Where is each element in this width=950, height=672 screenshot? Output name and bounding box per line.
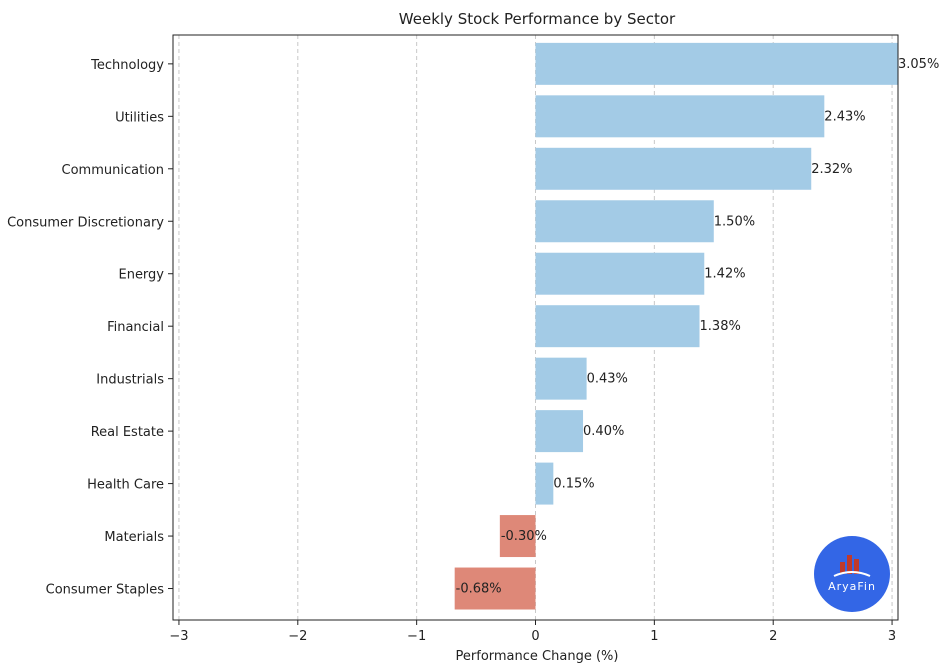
y-tick-label: Health Care — [87, 478, 164, 493]
data-label: -0.68% — [456, 582, 502, 597]
data-label: 1.42% — [704, 267, 745, 282]
y-tick-label: Consumer Staples — [46, 583, 165, 598]
x-axis-title: Performance Change (%) — [456, 649, 619, 664]
x-tick-label: 3 — [888, 629, 896, 644]
bars: 3.05% 2.43% 2.32% 1.50% 1.42% 1.38% 0.43% 0.40%… — [454, 42, 939, 610]
logo-text: AryaFin — [828, 580, 876, 593]
x-tick-label: −3 — [169, 629, 188, 644]
x-tick-label: 1 — [650, 629, 658, 644]
y-tick-label: Consumer Discretionary — [7, 215, 164, 230]
chart-title: Weekly Stock Performance by Sector — [399, 10, 676, 28]
logo-swoosh — [833, 571, 871, 577]
data-label: 2.43% — [824, 109, 865, 124]
bar — [535, 147, 812, 190]
bar — [499, 515, 536, 558]
y-tick-label: Industrials — [96, 373, 164, 388]
logo-bar — [854, 559, 859, 574]
x-tick-label: −2 — [288, 629, 307, 644]
data-label: 0.15% — [553, 477, 594, 492]
y-tick-label: Materials — [104, 530, 164, 545]
bar — [535, 95, 825, 138]
bar — [535, 410, 584, 453]
data-label: 1.38% — [700, 319, 741, 334]
y-tick-label: Technology — [90, 58, 164, 73]
bar — [535, 462, 554, 505]
bar — [535, 305, 700, 348]
bar — [535, 42, 898, 85]
data-label: 0.43% — [587, 372, 628, 387]
aryafin-logo: AryaFin — [814, 536, 890, 612]
logo-bar — [847, 555, 852, 574]
data-label: 0.40% — [583, 424, 624, 439]
bar — [535, 252, 705, 295]
bar — [535, 200, 714, 243]
data-label: -0.30% — [501, 529, 547, 544]
logo-bar — [840, 562, 845, 574]
data-label: 3.05% — [898, 57, 939, 72]
y-tick-label: Utilities — [115, 110, 164, 125]
bar — [535, 357, 587, 400]
y-tick-label: Real Estate — [91, 425, 164, 440]
data-label: 2.32% — [811, 162, 852, 177]
bar — [454, 567, 536, 610]
y-tick-label: Financial — [107, 320, 164, 335]
data-label: 1.50% — [714, 214, 755, 229]
y-axis-labels: Technology Utilities Communication Consumer… — [7, 58, 173, 598]
y-tick-label: Communication — [62, 163, 164, 178]
x-axis-ticks: −3 −2 −1 0 1 2 3 — [169, 620, 896, 644]
plot-frame — [172, 34, 899, 621]
y-tick-label: Energy — [118, 268, 164, 283]
x-tick-label: 0 — [531, 629, 539, 644]
x-tick-label: −1 — [407, 629, 426, 644]
x-tick-label: 2 — [769, 629, 777, 644]
